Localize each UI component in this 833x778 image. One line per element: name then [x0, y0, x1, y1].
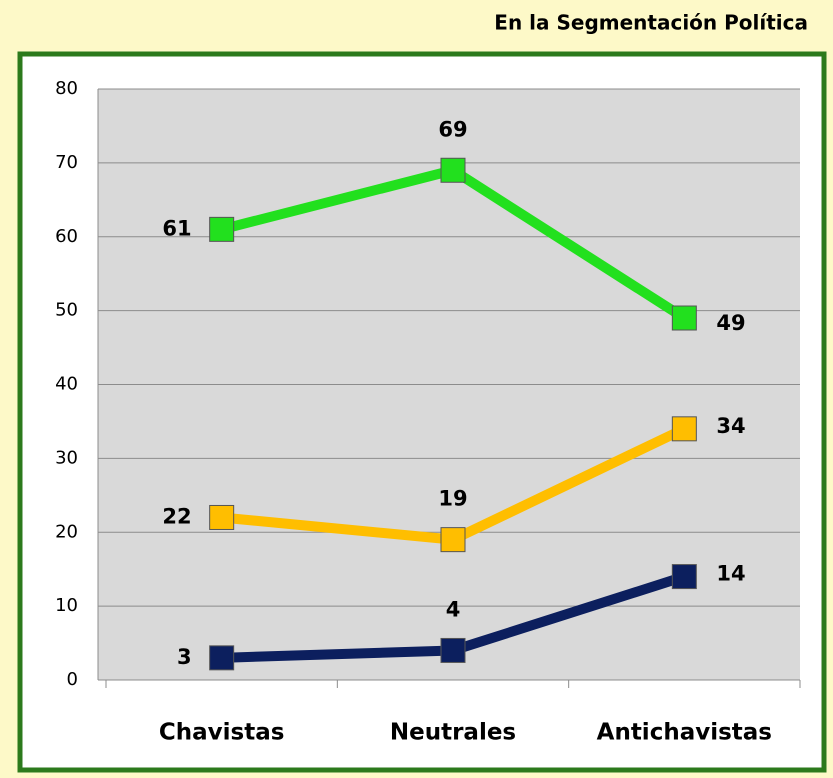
y-tick-label: 30: [55, 447, 78, 468]
data-label: 69: [438, 117, 467, 141]
y-tick-label: 80: [55, 78, 78, 99]
marker: [209, 216, 235, 242]
y-tick-label: 50: [55, 300, 78, 321]
y-tick-label: 20: [55, 521, 78, 542]
marker: [440, 157, 466, 183]
chart-title: En la Segmentación Política: [494, 11, 808, 35]
data-label: 49: [716, 311, 745, 335]
data-label: 61: [162, 216, 191, 240]
y-tick-label: 0: [67, 669, 78, 690]
marker: [209, 645, 235, 671]
marker: [440, 637, 466, 663]
x-tick-label: Antichavistas: [597, 720, 772, 746]
data-label: 3: [177, 645, 192, 669]
y-tick-label: 40: [55, 374, 78, 395]
marker: [671, 305, 697, 331]
y-tick-label: 10: [55, 595, 78, 616]
data-label: 4: [446, 597, 461, 621]
x-tick-label: Chavistas: [159, 720, 285, 746]
y-tick-label: 70: [55, 152, 78, 173]
y-tick-label: 60: [55, 226, 78, 247]
x-tick-label: Neutrales: [390, 720, 516, 746]
data-label: 34: [716, 414, 745, 438]
marker: [671, 416, 697, 442]
marker: [209, 504, 235, 530]
data-label: 22: [162, 504, 191, 528]
marker: [671, 564, 697, 590]
data-label: 14: [716, 562, 745, 586]
marker: [440, 527, 466, 553]
data-label: 19: [438, 487, 467, 511]
